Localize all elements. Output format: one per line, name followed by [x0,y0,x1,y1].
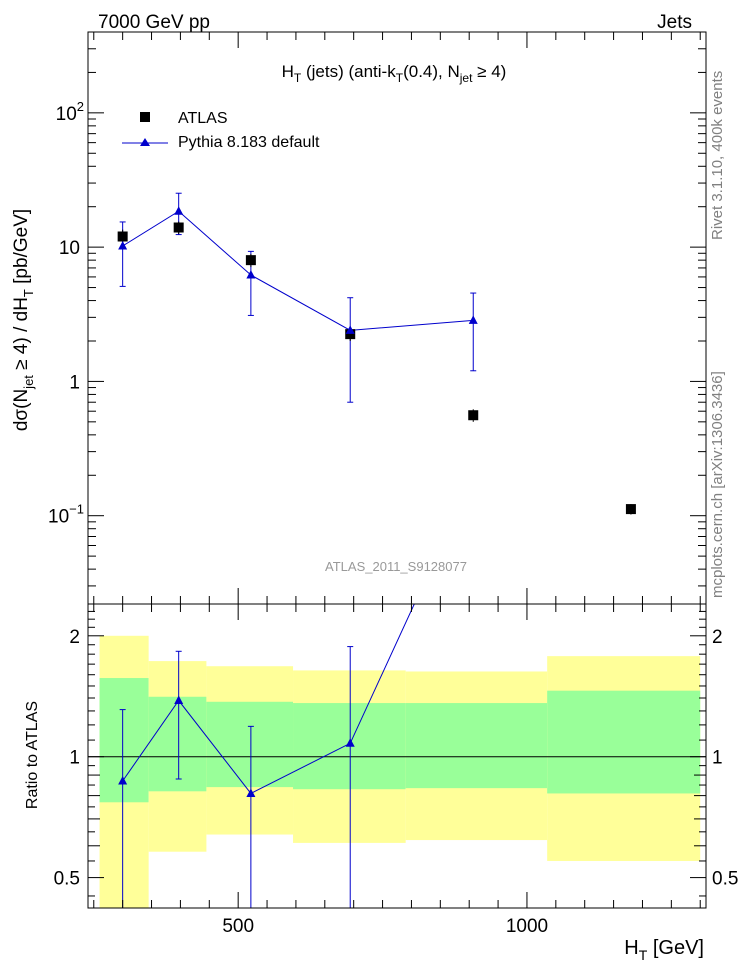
mc-point [118,240,128,250]
side-label-top: Rivet 3.1.10, 400k events [709,71,726,240]
ratio-inner [88,604,706,908]
x-tick-label: 1000 [506,916,548,937]
ratio-frame [87,603,707,909]
ratio-band-inner [148,696,207,792]
main-y-tick-label: 10 [59,238,80,259]
main-y-axis-label: dσ(Njet ≥ 4) / dHT [pb/GeV] [11,209,36,431]
ratio-mc-point [246,788,256,797]
ratio-band-inner [405,703,548,789]
data-point [345,329,356,340]
x-axis-label: HT [GeV] [624,937,704,963]
legend-entry-atlas: ATLAS [178,110,228,127]
data-point [625,504,636,515]
legend-marker-atlas [140,112,150,122]
legend: ATLAS Pythia 8.183 default [122,110,320,151]
mc-point [174,206,184,215]
legend-entry-pythia: Pythia 8.183 default [178,134,320,151]
header-left: 7000 GeV pp [98,12,210,33]
side-label-bottom: mcplots.cern.ch [arXiv:1306.3436] [709,371,726,598]
mc-point [345,325,355,334]
ratio-mc-point [345,738,355,747]
watermark: ATLAS_2011_S9128077 [325,559,467,574]
data-point [117,231,128,242]
ratio-mc-point [174,695,184,705]
mc-point [246,270,256,279]
ratio-y-axis-label: Ratio to ATLAS [24,701,41,809]
ratio-mc-point [118,775,128,785]
header-right: Jets [657,12,692,33]
ratio-band-inner [547,690,701,794]
data-point [468,410,479,421]
data-point [173,222,184,233]
ratio-plot: 2 2 1 1 0.5 0.5 500 1000 [54,603,738,937]
mc-point [468,315,478,324]
main-y-tick-label: 1 [69,372,80,393]
main-y-tick-label: 10−1 [48,502,84,528]
ratio-y-tick-label-left: 0.5 [54,869,80,890]
data-point [245,255,256,266]
ratio-y-tick-label-right: 2 [712,627,723,648]
main-title: HT (jets) (anti-kT(0.4), Njet ≥ 4) [282,62,507,85]
x-tick-label: 500 [222,916,254,937]
legend-marker-pythia [140,138,150,146]
ratio-y-tick-label-right: 0.5 [712,869,738,890]
ratio-y-tick-label-left: 1 [69,748,80,769]
ratio-y-tick-label-right: 1 [712,748,723,769]
ratio-band-inner [206,701,294,788]
main-y-tick-label: 102 [56,99,84,125]
ratio-y-tick-label-left: 2 [69,627,80,648]
main-plot: 102 10 1 10−1 [48,31,707,605]
